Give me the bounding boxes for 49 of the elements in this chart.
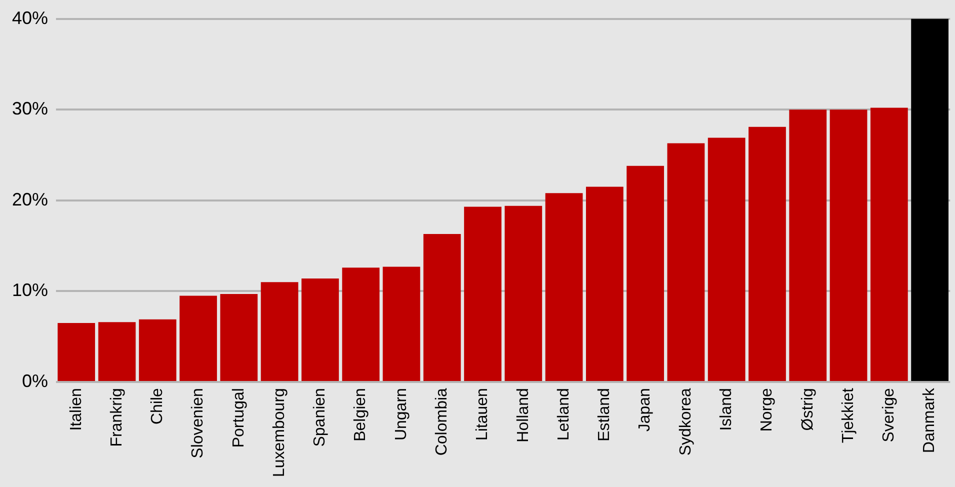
bar	[58, 323, 96, 382]
x-tick-label: Estland	[596, 388, 614, 442]
x-tick-label: Japan	[636, 388, 654, 432]
bar	[667, 143, 705, 382]
bar	[504, 206, 542, 382]
x-tick-label: Belgien	[352, 388, 370, 442]
y-tick-label: 0%	[22, 371, 48, 392]
bar	[180, 296, 217, 382]
bar	[423, 234, 461, 382]
bar	[382, 266, 420, 382]
x-tick-label: Slovenien	[190, 388, 207, 458]
bar	[301, 278, 339, 382]
bar	[870, 108, 908, 382]
bar	[911, 18, 948, 382]
x-tick-label: Spanien	[312, 388, 329, 447]
y-tick-label: 30%	[12, 98, 48, 119]
bar	[545, 193, 583, 382]
x-tick-label: Italien	[68, 388, 85, 431]
x-tick-label: Chile	[149, 388, 166, 425]
x-tick-label: Ungarn	[392, 388, 410, 441]
x-tick-label: Litauen	[474, 388, 492, 441]
x-tick-label: Portugal	[230, 388, 248, 448]
x-tick-label: Colombia	[434, 388, 451, 456]
x-tick-label: Sverige	[880, 388, 898, 442]
bar	[586, 186, 624, 382]
bar	[626, 166, 664, 382]
x-tick-label: Tjekkiet	[840, 388, 857, 444]
y-tick-label: 10%	[12, 280, 48, 300]
x-tick-label: Island	[718, 388, 736, 431]
x-tick-label: Holland	[514, 388, 532, 442]
x-tick-label: Frankrig	[108, 388, 126, 447]
bar	[464, 206, 502, 382]
bar	[220, 294, 258, 382]
x-tick-label: Letland	[555, 388, 572, 441]
x-tick-label: Danmark	[921, 387, 938, 453]
bar	[748, 126, 786, 382]
x-tick-label: Norge	[758, 388, 776, 432]
x-tick-label: Sydkorea	[677, 388, 694, 456]
bar	[138, 319, 176, 382]
bar	[830, 110, 868, 382]
y-tick-label: 20%	[12, 189, 48, 210]
bar	[98, 322, 136, 382]
bar	[789, 110, 827, 382]
x-tick-label: Østrig	[799, 388, 816, 431]
bar	[260, 282, 298, 382]
bar	[708, 138, 746, 382]
y-tick-label: 40%	[12, 8, 48, 28]
x-tick-label: Luxembourg	[270, 388, 288, 478]
bar	[342, 268, 380, 382]
